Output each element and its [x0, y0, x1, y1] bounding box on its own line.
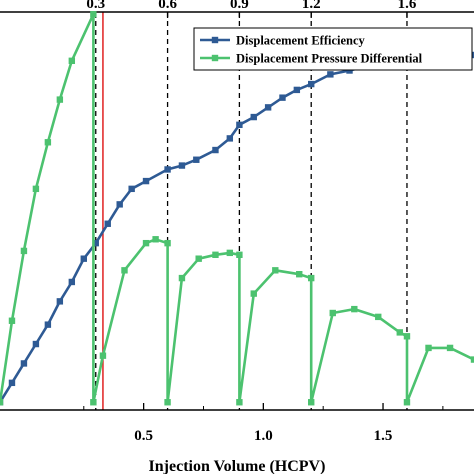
legend-label: Displacement Efficiency	[236, 34, 366, 48]
pressure-point	[250, 290, 257, 297]
efficiency-point	[68, 278, 76, 286]
pressure-line	[0, 12, 474, 404]
efficiency-point	[236, 121, 243, 129]
pressure-point	[195, 255, 202, 262]
top-tick-label: 0.3	[86, 0, 105, 12]
efficiency-point	[8, 379, 16, 387]
efficiency-point	[92, 239, 99, 247]
efficiency-point	[308, 80, 315, 88]
pressure-point	[446, 344, 454, 352]
pressure-point	[403, 333, 411, 340]
efficiency-point	[80, 255, 87, 262]
pressure-point	[329, 309, 336, 317]
x-axis-title: Injection Volume (HCPV)	[149, 458, 326, 474]
pressure-point	[308, 399, 315, 406]
efficiency-point	[226, 135, 234, 142]
pressure-point	[152, 236, 159, 243]
plot-area: 0.5 1.0 1.5 0.3 0.6 0.9 1.2 1.6 Displacement Eff…	[0, 0, 474, 444]
pressure-point	[8, 317, 16, 324]
pressure-point	[90, 399, 97, 406]
efficiency-point	[56, 298, 64, 305]
pressure-point	[32, 185, 40, 193]
pressure-point	[236, 399, 243, 406]
efficiency-point	[293, 86, 301, 94]
x-tick-label: 1.0	[254, 428, 273, 444]
pressure-point	[470, 356, 474, 363]
pressure-point	[351, 305, 358, 313]
x-tick-label: 1.5	[374, 428, 393, 444]
efficiency-point	[164, 166, 171, 173]
pressure-point	[308, 274, 315, 282]
top-tick-label: 1.6	[398, 0, 417, 12]
efficiency-point	[193, 156, 200, 163]
efficiency-point	[104, 220, 111, 227]
efficiency-point	[250, 113, 257, 121]
efficiency-point	[327, 71, 334, 78]
pressure-point	[425, 344, 432, 352]
pressure-point	[142, 239, 150, 247]
legend-swatch-marker	[211, 36, 219, 44]
efficiency-line	[0, 53, 474, 403]
pressure-point	[121, 267, 128, 274]
efficiency-point	[142, 177, 150, 185]
legend-box	[193, 27, 473, 71]
pressure-point	[178, 274, 186, 282]
pressure-point	[90, 11, 97, 18]
top-tick-label: 0.6	[158, 0, 177, 12]
pressure-point	[396, 329, 403, 336]
efficiency-point	[116, 201, 123, 208]
efficiency-point	[212, 146, 219, 154]
efficiency-point	[178, 162, 186, 169]
pressure-point	[56, 96, 64, 103]
pressure-point	[226, 249, 234, 257]
pressure-point	[44, 139, 52, 146]
pressure-point	[99, 352, 107, 359]
pressure-point	[296, 271, 303, 278]
legend-label: Displacement Pressure Differential	[236, 52, 423, 66]
efficiency-point	[279, 94, 286, 101]
efficiency-point	[44, 321, 52, 328]
pressure-point	[164, 239, 171, 247]
top-tick-label: 1.2	[302, 0, 321, 12]
efficiency-point	[128, 185, 135, 193]
pressure-point	[0, 399, 4, 406]
efficiency-point	[264, 104, 272, 111]
pressure-point	[403, 399, 411, 406]
pressure-point	[272, 267, 279, 274]
efficiency-point	[32, 340, 40, 348]
pressure-point	[212, 251, 219, 258]
pressure-point	[375, 313, 382, 321]
pressure-point	[68, 57, 76, 64]
pressure-point	[236, 251, 243, 258]
pressure-point	[164, 399, 171, 406]
pressure-point	[20, 247, 28, 255]
efficiency-point	[20, 360, 28, 367]
x-tick-label: 0.5	[134, 428, 153, 444]
legend-swatch-marker	[211, 54, 219, 62]
top-tick-label: 0.9	[230, 0, 249, 12]
